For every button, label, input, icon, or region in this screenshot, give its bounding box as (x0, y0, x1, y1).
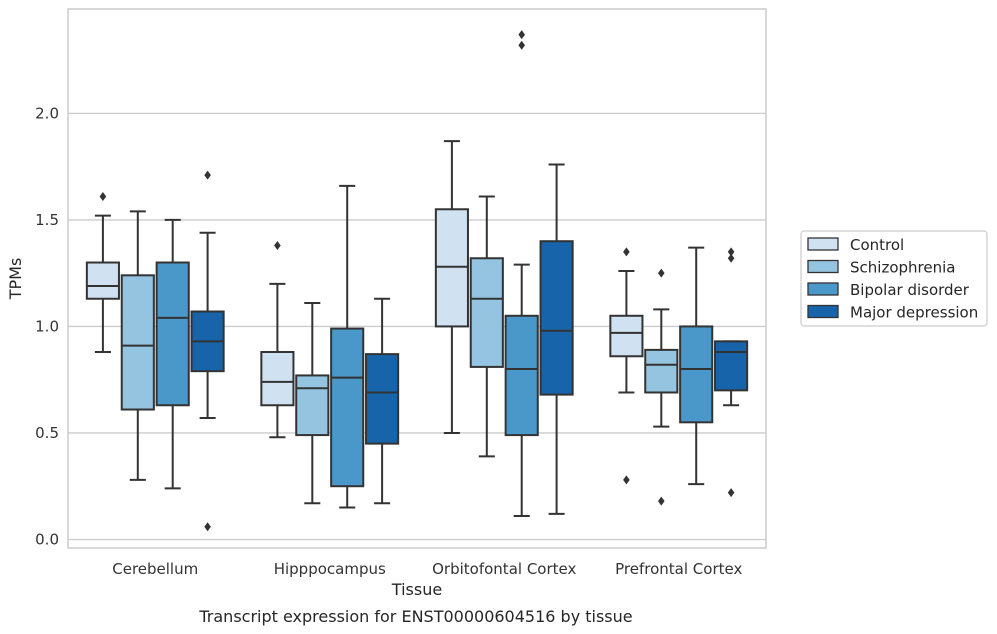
box-body (644, 348, 679, 394)
legend-label: Control (850, 236, 904, 254)
box-body (714, 340, 749, 392)
box-body (539, 240, 574, 396)
box-body (469, 257, 504, 368)
box-body (85, 261, 120, 300)
box-1-2 (330, 184, 365, 509)
x-tick-label: Cerebellum (112, 560, 198, 578)
box-body (330, 327, 365, 488)
chart-caption: Transcript expression for ENST0000060451… (198, 607, 632, 626)
outlier-point (99, 191, 107, 201)
box-3-1 (644, 268, 679, 506)
box-body (434, 208, 469, 328)
box-body (365, 353, 400, 445)
box-0-0 (85, 191, 120, 353)
outlier-point (727, 247, 735, 257)
outlier-point (623, 247, 630, 257)
x-tick-labels: Cerebellum Hipppocampus Orbitofontal Corte… (112, 560, 742, 578)
outlier-point (727, 253, 735, 263)
y-tick-labels: 0.0 0.5 1.0 1.5 2.0 (35, 104, 59, 548)
legend-item: Schizophrenia (807, 259, 955, 277)
box-0-2 (155, 218, 190, 490)
plot-frame (67, 8, 767, 549)
legend-item: Control (807, 236, 904, 254)
y-tick-label: 0.5 (35, 424, 59, 442)
box-body (295, 374, 330, 437)
x-tick-label: Prefrontal Cortex (615, 560, 742, 578)
y-tick-label: 1.0 (35, 317, 59, 335)
legend-item: Major depression (807, 304, 978, 322)
box-1-1 (295, 302, 330, 505)
legend-item: Bipolar disorder (807, 281, 970, 299)
y-tick-label: 2.0 (35, 104, 59, 122)
outlier-point (518, 30, 525, 40)
legend-label: Major depression (850, 304, 978, 322)
x-tick-label: Hipppocampus (274, 560, 386, 578)
legend-swatch (807, 259, 839, 274)
outlier-point (658, 268, 665, 278)
box-body (260, 351, 295, 407)
outlier-point (274, 240, 281, 250)
box-body (155, 261, 190, 407)
legend-label: Bipolar disorder (850, 281, 970, 299)
outlier-point (518, 40, 525, 50)
box-1-3 (365, 297, 400, 505)
outlier-point (623, 475, 630, 485)
box-body (120, 274, 155, 411)
legend: Control Schizophrenia Bipolar disorder Majo… (800, 230, 988, 327)
box-2-3 (539, 163, 574, 515)
outlier-point (727, 488, 735, 498)
y-axis-label: TPMs (6, 258, 25, 301)
box-body (609, 314, 644, 358)
box-2-1 (469, 195, 504, 458)
legend-label: Schizophrenia (850, 259, 955, 277)
box-1-0 (260, 240, 295, 439)
box-0-1 (120, 210, 155, 481)
outlier-point (204, 522, 211, 532)
box-3-2 (679, 246, 714, 486)
box-2-0 (434, 140, 469, 434)
x-axis-label: Tissue (391, 580, 442, 599)
box-3-0 (609, 247, 644, 485)
legend-frame (800, 230, 988, 327)
legend-swatch (807, 282, 839, 296)
legend-swatch (807, 304, 839, 319)
x-tick-label: Orbitofontal Cortex (432, 560, 576, 578)
outlier-point (204, 170, 211, 180)
box-2-2 (504, 30, 539, 518)
box-3-3 (714, 247, 749, 498)
box-body (504, 314, 539, 437)
box-0-3 (190, 170, 225, 532)
box-layer (85, 30, 749, 532)
y-tick-label: 0.0 (35, 530, 59, 548)
box-body (679, 325, 714, 424)
legend-swatch (807, 237, 839, 251)
outlier-point (658, 496, 665, 506)
y-tick-label: 1.5 (35, 211, 59, 229)
